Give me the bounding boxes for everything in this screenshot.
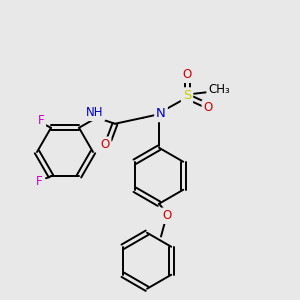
Text: F: F [38,114,44,127]
Text: S: S [183,89,191,102]
Text: F: F [36,175,42,188]
Text: CH₃: CH₃ [208,83,230,96]
Text: N: N [156,107,166,120]
Text: O: O [162,209,172,222]
Text: O: O [182,68,192,81]
Text: NH: NH [86,106,104,119]
Text: O: O [100,138,109,151]
Text: O: O [203,101,213,114]
